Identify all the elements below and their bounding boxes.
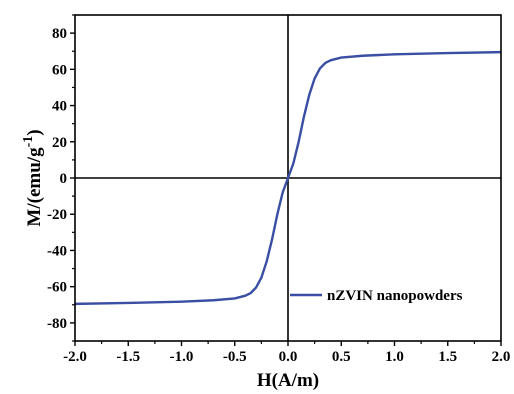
series-layer: [74, 50, 502, 306]
x-tick-label: -1.0: [170, 349, 194, 365]
y-tick-label: 60: [52, 62, 67, 78]
y-tick-label: -20: [47, 207, 67, 223]
x-tick-label: -1.5: [116, 349, 140, 365]
y-axis-title-superscript: -1: [21, 136, 36, 148]
series-line-0: [74, 50, 502, 306]
x-tick-label: 1.5: [438, 349, 457, 365]
y-axis-ticks: -80 -60 -40 -20 0 20 40 60 80: [47, 14, 75, 342]
y-axis-title-main: M/(emu/g: [24, 147, 45, 227]
y-tick-label: -80: [47, 316, 67, 332]
y-tick-label: 80: [52, 26, 67, 42]
x-tick-label: 2.0: [492, 349, 511, 365]
legend-label: nZVIN nanopowders: [327, 288, 463, 304]
x-axis-title: H(A/m): [257, 370, 319, 391]
y-tick-label: 20: [52, 135, 67, 151]
x-axis-ticks: -2.0 -1.5 -1.0 -0.5 0.0 0.5 1.0 1.5 2.0: [63, 341, 510, 365]
x-tick-label: 0.0: [279, 349, 298, 365]
x-tick-label: 0.5: [332, 349, 351, 365]
y-axis-title-close: ): [24, 129, 45, 135]
y-tick-label: 40: [52, 99, 67, 115]
y-tick-label: -40: [47, 243, 67, 259]
y-axis-title: M/(emu/g-1): [21, 129, 45, 226]
x-tick-label: 1.0: [385, 349, 404, 365]
x-tick-label: -2.0: [63, 349, 87, 365]
y-tick-label: 0: [60, 171, 68, 187]
legend: nZVIN nanopowders: [290, 288, 463, 304]
x-tick-label: -0.5: [223, 349, 247, 365]
y-tick-label: -60: [47, 280, 67, 296]
